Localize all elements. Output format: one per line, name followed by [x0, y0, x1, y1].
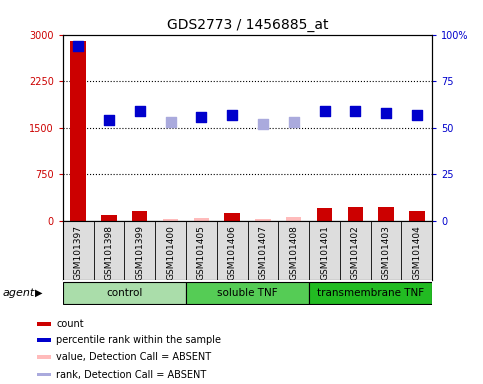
Bar	[194, 218, 209, 221]
Text: GSM101406: GSM101406	[227, 225, 237, 280]
Point	[290, 119, 298, 125]
Bar	[255, 218, 270, 221]
Point	[105, 117, 113, 123]
Text: GSM101400: GSM101400	[166, 225, 175, 280]
Text: count: count	[57, 319, 84, 329]
Text: control: control	[106, 288, 142, 298]
Point	[413, 112, 421, 118]
FancyBboxPatch shape	[186, 281, 309, 304]
Bar	[286, 217, 301, 221]
Point	[136, 108, 143, 114]
Bar	[163, 219, 178, 221]
Text: GSM101401: GSM101401	[320, 225, 329, 280]
Text: agent: agent	[2, 288, 35, 298]
Text: GSM101402: GSM101402	[351, 225, 360, 280]
Point	[74, 43, 82, 49]
Bar	[378, 207, 394, 221]
Bar	[38, 355, 51, 359]
Bar	[317, 208, 332, 221]
Bar	[348, 207, 363, 221]
Text: soluble TNF: soluble TNF	[217, 288, 278, 298]
Bar	[225, 214, 240, 221]
Point	[321, 108, 328, 114]
Bar	[38, 322, 51, 326]
Text: GSM101397: GSM101397	[74, 225, 83, 280]
Text: GSM101399: GSM101399	[135, 225, 144, 280]
Bar	[71, 41, 86, 221]
Title: GDS2773 / 1456885_at: GDS2773 / 1456885_at	[167, 18, 328, 32]
Point	[198, 113, 205, 119]
Text: GSM101403: GSM101403	[382, 225, 391, 280]
Point	[228, 112, 236, 118]
Bar	[38, 338, 51, 342]
Point	[382, 110, 390, 116]
Point	[167, 119, 174, 125]
Text: percentile rank within the sample: percentile rank within the sample	[57, 335, 221, 345]
Text: GSM101407: GSM101407	[258, 225, 268, 280]
Bar	[409, 211, 425, 221]
Text: transmembrane TNF: transmembrane TNF	[317, 288, 424, 298]
Bar	[132, 211, 147, 221]
Text: GSM101398: GSM101398	[104, 225, 114, 280]
Point	[259, 121, 267, 127]
Text: value, Detection Call = ABSENT: value, Detection Call = ABSENT	[57, 352, 212, 362]
Bar	[38, 373, 51, 376]
Text: GSM101405: GSM101405	[197, 225, 206, 280]
FancyBboxPatch shape	[309, 281, 432, 304]
Text: rank, Detection Call = ABSENT: rank, Detection Call = ABSENT	[57, 369, 207, 379]
FancyBboxPatch shape	[63, 281, 186, 304]
Text: ▶: ▶	[35, 288, 43, 298]
Text: GSM101408: GSM101408	[289, 225, 298, 280]
Text: GSM101404: GSM101404	[412, 225, 421, 280]
Point	[352, 108, 359, 114]
Bar	[101, 215, 117, 221]
